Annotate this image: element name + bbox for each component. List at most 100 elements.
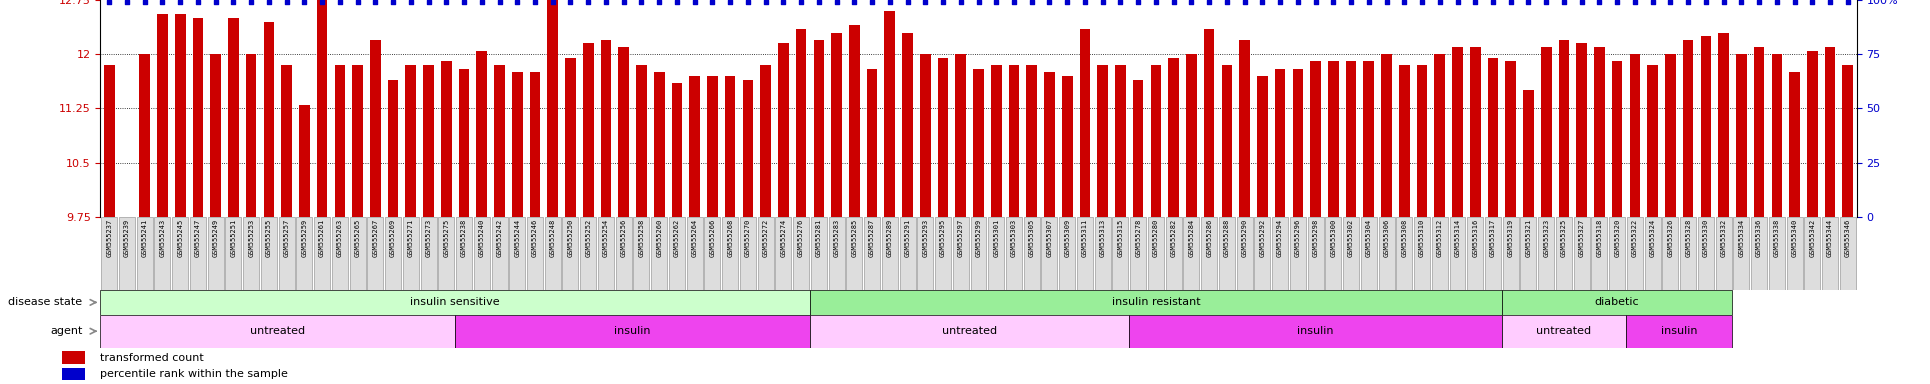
Text: GSM555255: GSM555255: [266, 219, 272, 257]
FancyBboxPatch shape: [1644, 217, 1660, 290]
Bar: [565, 58, 575, 217]
Text: insulin: insulin: [1662, 326, 1698, 336]
Text: GSM555249: GSM555249: [212, 219, 218, 257]
FancyBboxPatch shape: [189, 217, 207, 290]
Bar: [388, 79, 398, 217]
Text: GSM555272: GSM555272: [762, 219, 768, 257]
Point: [1264, 0, 1295, 5]
Bar: [210, 54, 222, 217]
Text: GSM555276: GSM555276: [799, 219, 805, 257]
Bar: [477, 51, 486, 217]
Bar: [672, 83, 681, 217]
Text: GSM555325: GSM555325: [1561, 219, 1567, 257]
FancyBboxPatch shape: [1272, 217, 1287, 290]
Point: [95, 0, 125, 5]
Point: [573, 0, 604, 5]
Text: GSM555292: GSM555292: [1260, 219, 1266, 257]
Bar: [423, 65, 434, 217]
Bar: [921, 54, 930, 217]
Point: [980, 0, 1011, 5]
Text: GSM555267: GSM555267: [372, 219, 378, 257]
FancyBboxPatch shape: [243, 217, 259, 290]
Bar: [1417, 65, 1428, 217]
Text: GSM555332: GSM555332: [1722, 219, 1727, 257]
Bar: [282, 65, 291, 217]
Bar: [618, 47, 629, 217]
Text: GSM555316: GSM555316: [1473, 219, 1478, 257]
Point: [1017, 0, 1048, 5]
Text: insulin: insulin: [1297, 326, 1334, 336]
Text: GSM555294: GSM555294: [1278, 219, 1283, 257]
Text: GSM555320: GSM555320: [1613, 219, 1619, 257]
FancyBboxPatch shape: [562, 217, 579, 290]
FancyBboxPatch shape: [847, 217, 863, 290]
Text: GSM555251: GSM555251: [230, 219, 235, 257]
FancyBboxPatch shape: [1343, 217, 1359, 290]
FancyBboxPatch shape: [581, 217, 596, 290]
FancyBboxPatch shape: [367, 217, 384, 290]
FancyBboxPatch shape: [598, 217, 614, 290]
FancyBboxPatch shape: [687, 217, 703, 290]
Text: GSM555282: GSM555282: [1172, 219, 1177, 257]
Point: [359, 0, 390, 5]
Bar: [353, 65, 363, 217]
Point: [1158, 0, 1189, 5]
Bar: [1293, 69, 1303, 217]
Text: GSM555246: GSM555246: [533, 219, 538, 257]
Point: [1673, 0, 1704, 5]
Bar: [1594, 47, 1604, 217]
Bar: [299, 105, 309, 217]
Point: [1229, 0, 1260, 5]
Bar: [1187, 54, 1197, 217]
Text: GSM555256: GSM555256: [621, 219, 627, 257]
FancyBboxPatch shape: [1503, 217, 1519, 290]
Text: GSM555264: GSM555264: [691, 219, 697, 257]
FancyBboxPatch shape: [1627, 217, 1642, 290]
FancyBboxPatch shape: [739, 217, 757, 290]
Bar: [548, 0, 558, 217]
FancyBboxPatch shape: [1467, 217, 1484, 290]
FancyBboxPatch shape: [1289, 217, 1307, 290]
Text: diabetic: diabetic: [1594, 297, 1639, 308]
Bar: [1648, 65, 1658, 217]
Bar: [689, 76, 701, 217]
FancyBboxPatch shape: [1361, 217, 1376, 290]
Text: GSM555324: GSM555324: [1650, 219, 1656, 257]
FancyBboxPatch shape: [332, 217, 347, 290]
Point: [1052, 0, 1083, 5]
Text: GSM555301: GSM555301: [994, 219, 1000, 257]
FancyBboxPatch shape: [544, 217, 562, 290]
Text: GSM555336: GSM555336: [1756, 219, 1762, 257]
Point: [1602, 0, 1633, 5]
Point: [1743, 0, 1774, 5]
Text: GSM555245: GSM555245: [178, 219, 183, 257]
FancyBboxPatch shape: [1220, 217, 1235, 290]
Text: GSM555295: GSM555295: [940, 219, 946, 257]
Text: GSM555281: GSM555281: [816, 219, 822, 257]
Text: GSM555304: GSM555304: [1366, 219, 1372, 257]
Bar: [1843, 65, 1853, 217]
Point: [307, 0, 338, 5]
Point: [874, 0, 905, 5]
FancyBboxPatch shape: [527, 217, 542, 290]
Point: [1141, 0, 1172, 5]
FancyBboxPatch shape: [650, 217, 668, 290]
Point: [714, 0, 745, 5]
Point: [1548, 0, 1579, 5]
FancyBboxPatch shape: [473, 217, 490, 290]
Point: [1336, 0, 1366, 5]
FancyBboxPatch shape: [1166, 217, 1181, 290]
Bar: [1345, 61, 1357, 217]
FancyBboxPatch shape: [137, 217, 152, 290]
Point: [1193, 0, 1224, 5]
Text: GSM555258: GSM555258: [639, 219, 645, 257]
Bar: [1133, 79, 1143, 217]
Point: [164, 0, 195, 5]
FancyBboxPatch shape: [278, 217, 295, 290]
FancyBboxPatch shape: [492, 217, 508, 290]
Text: GSM555266: GSM555266: [710, 219, 716, 257]
Point: [1106, 0, 1137, 5]
Bar: [1363, 61, 1374, 217]
Bar: [1772, 54, 1781, 217]
Text: GSM555318: GSM555318: [1596, 219, 1602, 257]
